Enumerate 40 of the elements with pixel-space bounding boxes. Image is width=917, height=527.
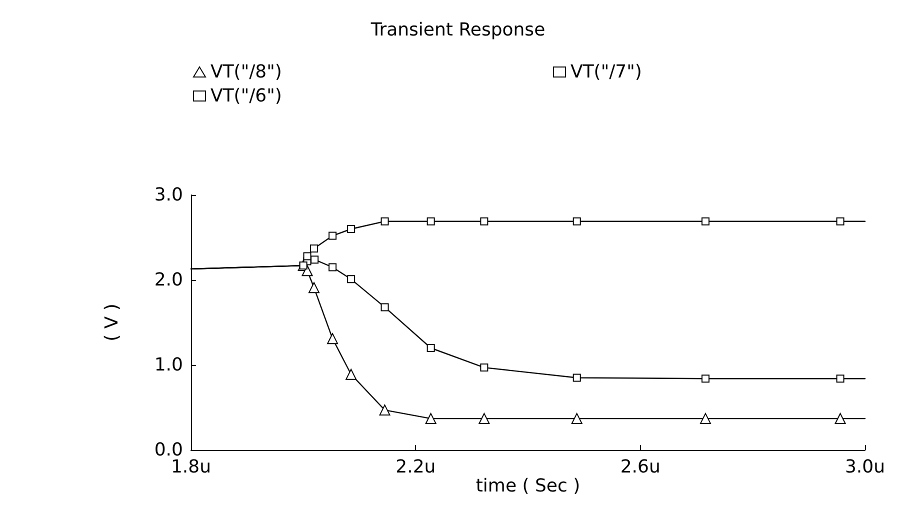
point [380, 217, 389, 226]
point [572, 217, 581, 226]
point [426, 217, 435, 226]
point [426, 344, 435, 352]
point [308, 282, 320, 294]
point [303, 252, 312, 260]
x-axis-title: time ( Sec ) [476, 475, 580, 496]
x-tick-label: 3.0u [844, 456, 886, 478]
point [328, 263, 337, 272]
y-tick-label: 1.0 [154, 354, 183, 376]
point [836, 217, 844, 226]
point [347, 275, 356, 284]
y-axis-title: ( V ) [102, 304, 122, 342]
point [701, 217, 710, 226]
point [478, 413, 490, 424]
point [834, 413, 846, 424]
point [836, 374, 844, 383]
point [700, 413, 711, 424]
point [701, 374, 710, 383]
point [480, 217, 488, 226]
legend-label: VT("/7") [570, 62, 642, 82]
x-tick-label: 2.2u [396, 456, 436, 478]
point [346, 368, 357, 380]
point [347, 225, 356, 233]
point [328, 232, 337, 240]
legend-label: VT("/8") [210, 62, 282, 82]
point [425, 413, 436, 424]
point [310, 244, 318, 253]
point [380, 303, 389, 312]
legend-label: VT("/6") [210, 86, 282, 106]
point [572, 374, 581, 382]
y-tick-label: 3.0 [154, 184, 183, 206]
point [480, 364, 488, 372]
point [571, 413, 582, 424]
y-tick-label: 2.0 [154, 270, 183, 290]
x-tick-label: 2.6u [620, 456, 660, 478]
point [379, 404, 390, 416]
point [310, 256, 319, 264]
chart-title: Transient Response [370, 20, 546, 40]
point [327, 333, 338, 344]
